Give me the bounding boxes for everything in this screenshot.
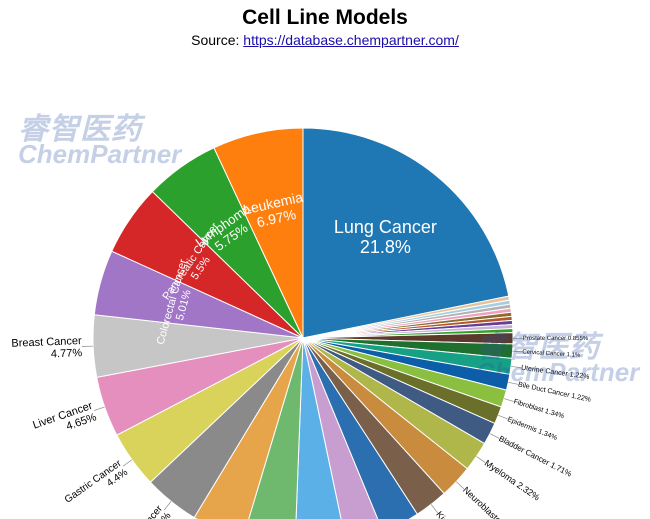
callout-label: Breast Cancer4.77% <box>11 335 83 362</box>
callout-line <box>511 366 521 367</box>
callout-line <box>490 434 499 439</box>
pie-slices <box>93 128 513 519</box>
callout-label: Cervical Cancer 1.1% <box>522 349 581 359</box>
callout-label: Gastric Cancer4.4% <box>63 457 131 514</box>
callout-label: Kidney Cancer 2.57% <box>434 509 495 519</box>
callout-line <box>476 456 485 462</box>
callout-label: Epidermis 1.34% <box>506 416 558 442</box>
chart-title: Cell Line Models <box>0 6 650 30</box>
callout-label: Liver Cancer4.65% <box>31 400 98 443</box>
callout-label: Brain Cancer4.28% <box>119 503 173 519</box>
callout-line <box>498 415 507 419</box>
pie-chart: Lung Cancer21.8%Prostate Cancer 0.855%Ce… <box>0 48 650 519</box>
source-prefix: Source: <box>191 32 243 48</box>
callout-label: Uterine Cancer 1.22% <box>521 365 590 381</box>
callout-label: Bile Duct Cancer 1.22% <box>517 381 591 404</box>
callout-line <box>456 482 464 489</box>
callout-label: Fibroblast 1.34% <box>513 399 565 421</box>
callout-label: Myeloma 2.32% <box>483 458 542 503</box>
callout-line <box>508 382 518 384</box>
callout-label: Bladder Cancer 1.71% <box>497 434 573 479</box>
chart-source: Source: https://database.chempartner.com… <box>0 32 650 48</box>
callout-line <box>123 460 132 466</box>
callout-line <box>164 501 171 510</box>
callout-label: Prostate Cancer 0.855% <box>523 336 589 342</box>
source-link[interactable]: https://database.chempartner.com/ <box>243 32 459 48</box>
callout-line <box>431 504 438 512</box>
callout-line <box>94 407 105 411</box>
callout-label: Neuroblastoma 2.57% <box>461 485 533 519</box>
callout-line <box>504 399 514 402</box>
callout-line <box>513 351 523 352</box>
